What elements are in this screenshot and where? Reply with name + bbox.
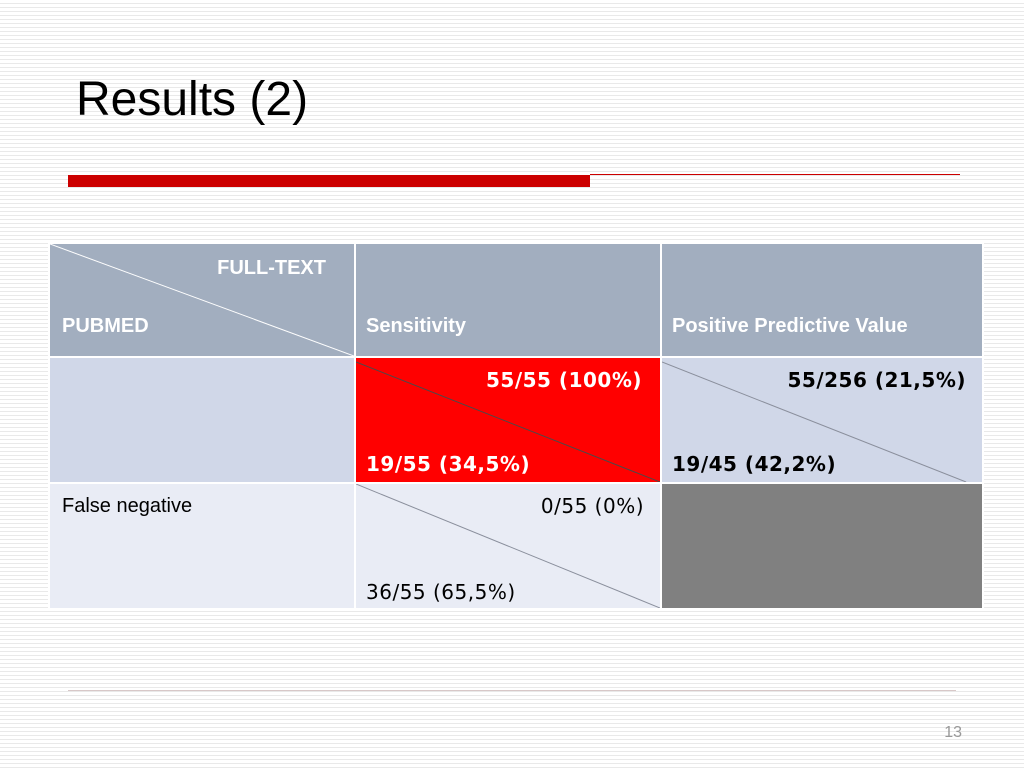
row1-sensitivity-pubmed: 19/55 (34,5%) [366, 452, 531, 476]
row1-ppv-cell: 55/256 (21,5%) 19/45 (42,2%) [660, 356, 984, 484]
table-header-row: FULL-TEXT PUBMED Sensitivity Positive Pr… [48, 242, 984, 358]
row1-ppv-pubmed: 19/45 (42,2%) [672, 452, 837, 476]
row2-sensitivity-cell: 0/55 (0%) 36/55 (65,5%) [354, 482, 662, 610]
row1-label-cell [48, 356, 356, 484]
title-underline-thin [590, 174, 960, 175]
row2-sensitivity-pubmed: 36/55 (65,5%) [366, 580, 516, 604]
header-pubmed-label: PUBMED [62, 315, 149, 337]
corner-diagonal [51, 245, 353, 355]
row1-sensitivity-diagonal [357, 361, 659, 481]
row2-label-cell: False negative [48, 482, 356, 610]
row1-sensitivity-full-text: 55/55 (100%) [486, 368, 642, 392]
header-sensitivity: Sensitivity [366, 315, 467, 337]
row1-ppv-full-text: 55/256 (21,5%) [787, 368, 966, 392]
title-underline-thick [68, 175, 590, 187]
header-corner-cell: FULL-TEXT PUBMED [48, 242, 356, 358]
row1-sensitivity-cell: 55/55 (100%) 19/55 (34,5%) [354, 356, 662, 484]
page-number: 13 [944, 724, 962, 741]
header-ppv: Positive Predictive Value [672, 315, 908, 337]
results-table: FULL-TEXT PUBMED Sensitivity Positive Pr… [48, 242, 984, 610]
header-sensitivity-cell: Sensitivity [354, 242, 662, 358]
footer-rule [68, 690, 956, 691]
table-row: 55/55 (100%) 19/55 (34,5%) 55/256 (21,5%… [48, 356, 984, 484]
row2-sensitivity-diagonal [357, 485, 659, 607]
row2-sensitivity-full-text: 0/55 (0%) [540, 494, 644, 518]
table-row: False negative 0/55 (0%) 36/55 (65,5%) [48, 482, 984, 610]
row2-label: False negative [62, 495, 193, 517]
row1-ppv-diagonal [663, 361, 965, 481]
slide-title: Results (2) [76, 73, 309, 126]
header-full-text-label: FULL-TEXT [217, 257, 326, 279]
row2-ppv-cell-empty [660, 482, 984, 610]
header-ppv-cell: Positive Predictive Value [660, 242, 984, 358]
